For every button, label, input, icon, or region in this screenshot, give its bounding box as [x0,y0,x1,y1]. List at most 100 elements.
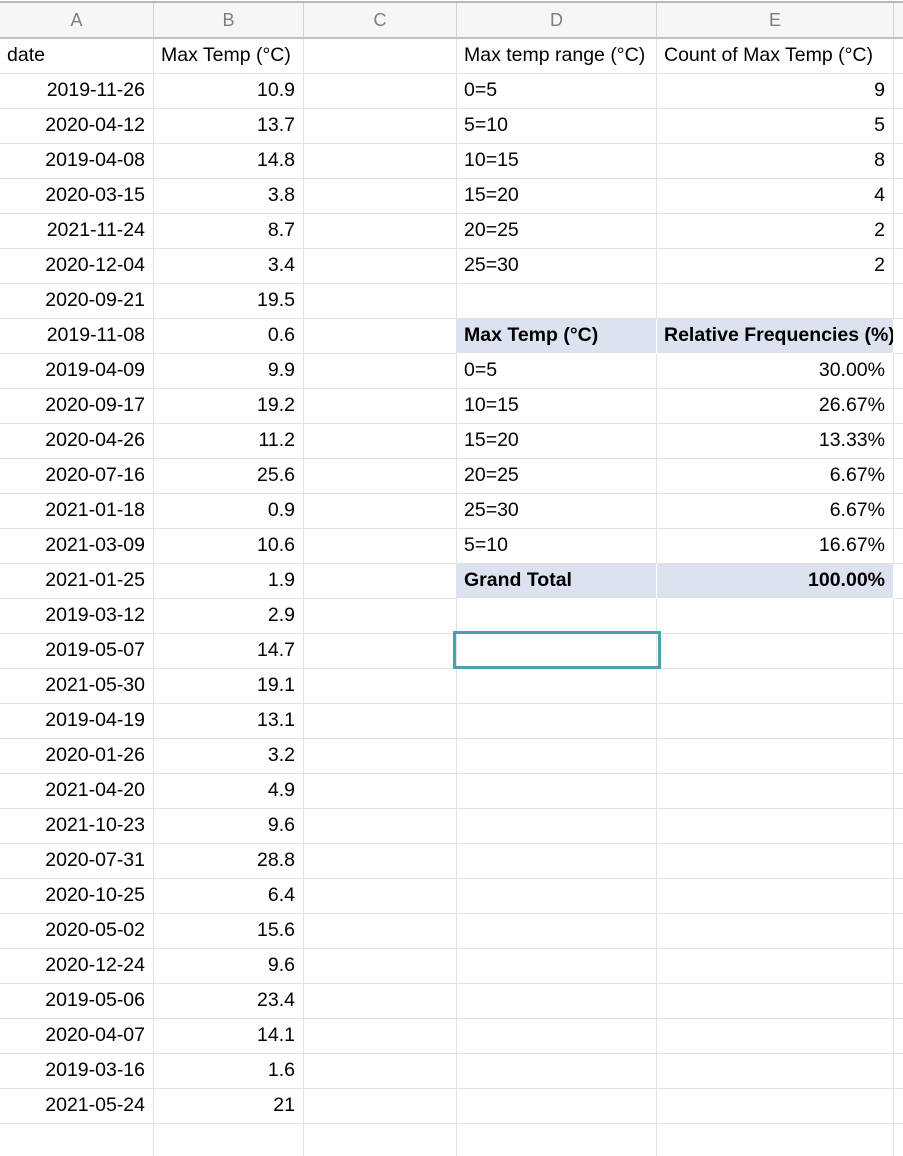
cell-B32[interactable] [154,1124,304,1156]
cell-partial-24[interactable] [894,844,903,879]
cell-partial-27[interactable] [894,949,903,984]
cell-D4[interactable]: 10=15 [457,144,657,179]
cell-A16[interactable]: 2021-01-25 [0,564,154,599]
cell-E8[interactable] [657,284,894,319]
cell-D13[interactable]: 20=25 [457,459,657,494]
cell-B13[interactable]: 25.6 [154,459,304,494]
cell-A24[interactable]: 2020-07-31 [0,844,154,879]
cell-E29[interactable] [657,1019,894,1054]
cell-A25[interactable]: 2020-10-25 [0,879,154,914]
cell-E2[interactable]: 9 [657,74,894,109]
cell-D21[interactable] [457,739,657,774]
cell-A5[interactable]: 2020-03-15 [0,179,154,214]
cell-partial-4[interactable] [894,144,903,179]
cell-B2[interactable]: 10.9 [154,74,304,109]
cell-A23[interactable]: 2021-10-23 [0,809,154,844]
cell-A29[interactable]: 2020-04-07 [0,1019,154,1054]
cell-E17[interactable] [657,599,894,634]
cell-C17[interactable] [304,599,457,634]
cell-partial-28[interactable] [894,984,903,1019]
cell-B22[interactable]: 4.9 [154,774,304,809]
cell-E31[interactable] [657,1089,894,1124]
cell-partial-6[interactable] [894,214,903,249]
column-header-D[interactable]: D [457,3,657,37]
cell-E22[interactable] [657,774,894,809]
cell-E27[interactable] [657,949,894,984]
cell-E3[interactable]: 5 [657,109,894,144]
cell-partial-14[interactable] [894,494,903,529]
cell-E6[interactable]: 2 [657,214,894,249]
cell-B30[interactable]: 1.6 [154,1054,304,1089]
cell-C18[interactable] [304,634,457,669]
cell-E20[interactable] [657,704,894,739]
cell-partial-30[interactable] [894,1054,903,1089]
cell-partial-2[interactable] [894,74,903,109]
cell-E4[interactable]: 8 [657,144,894,179]
cell-C26[interactable] [304,914,457,949]
cell-partial-23[interactable] [894,809,903,844]
column-header-A[interactable]: A [0,3,154,37]
cell-E1[interactable]: Count of Max Temp (°C) [657,39,894,74]
cell-C9[interactable] [304,319,457,354]
cell-B10[interactable]: 9.9 [154,354,304,389]
cell-A26[interactable]: 2020-05-02 [0,914,154,949]
cell-E5[interactable]: 4 [657,179,894,214]
cell-B9[interactable]: 0.6 [154,319,304,354]
cell-A11[interactable]: 2020-09-17 [0,389,154,424]
cell-D22[interactable] [457,774,657,809]
column-header-E[interactable]: E [657,3,894,37]
cell-E25[interactable] [657,879,894,914]
cell-E18[interactable] [657,634,894,669]
cell-C13[interactable] [304,459,457,494]
cell-D30[interactable] [457,1054,657,1089]
cell-C3[interactable] [304,109,457,144]
cell-C12[interactable] [304,424,457,459]
cell-partial-16[interactable] [894,564,903,599]
cell-E16[interactable]: 100.00% [657,564,894,599]
cell-A4[interactable]: 2019-04-08 [0,144,154,179]
cell-D10[interactable]: 0=5 [457,354,657,389]
cell-D11[interactable]: 10=15 [457,389,657,424]
cell-A17[interactable]: 2019-03-12 [0,599,154,634]
cell-B23[interactable]: 9.6 [154,809,304,844]
cell-E13[interactable]: 6.67% [657,459,894,494]
cell-D20[interactable] [457,704,657,739]
cell-C23[interactable] [304,809,457,844]
cell-partial-8[interactable] [894,284,903,319]
cell-partial-17[interactable] [894,599,903,634]
cell-B7[interactable]: 3.4 [154,249,304,284]
cell-C20[interactable] [304,704,457,739]
cell-B20[interactable]: 13.1 [154,704,304,739]
cell-E14[interactable]: 6.67% [657,494,894,529]
cell-partial-3[interactable] [894,109,903,144]
cell-E21[interactable] [657,739,894,774]
cell-B14[interactable]: 0.9 [154,494,304,529]
cell-D26[interactable] [457,914,657,949]
cell-B6[interactable]: 8.7 [154,214,304,249]
cell-partial-18[interactable] [894,634,903,669]
cell-C10[interactable] [304,354,457,389]
cell-C30[interactable] [304,1054,457,1089]
cell-D5[interactable]: 15=20 [457,179,657,214]
cell-D15[interactable]: 5=10 [457,529,657,564]
cell-C14[interactable] [304,494,457,529]
cell-C25[interactable] [304,879,457,914]
cell-A12[interactable]: 2020-04-26 [0,424,154,459]
cell-A13[interactable]: 2020-07-16 [0,459,154,494]
cell-E10[interactable]: 30.00% [657,354,894,389]
cell-A6[interactable]: 2021-11-24 [0,214,154,249]
cell-B26[interactable]: 15.6 [154,914,304,949]
cell-C21[interactable] [304,739,457,774]
cell-C31[interactable] [304,1089,457,1124]
cell-B4[interactable]: 14.8 [154,144,304,179]
cell-partial-31[interactable] [894,1089,903,1124]
cell-E12[interactable]: 13.33% [657,424,894,459]
cell-E19[interactable] [657,669,894,704]
cell-A27[interactable]: 2020-12-24 [0,949,154,984]
cell-E15[interactable]: 16.67% [657,529,894,564]
cell-A2[interactable]: 2019-11-26 [0,74,154,109]
cell-partial-19[interactable] [894,669,903,704]
cell-A10[interactable]: 2019-04-09 [0,354,154,389]
cell-C11[interactable] [304,389,457,424]
cell-C15[interactable] [304,529,457,564]
